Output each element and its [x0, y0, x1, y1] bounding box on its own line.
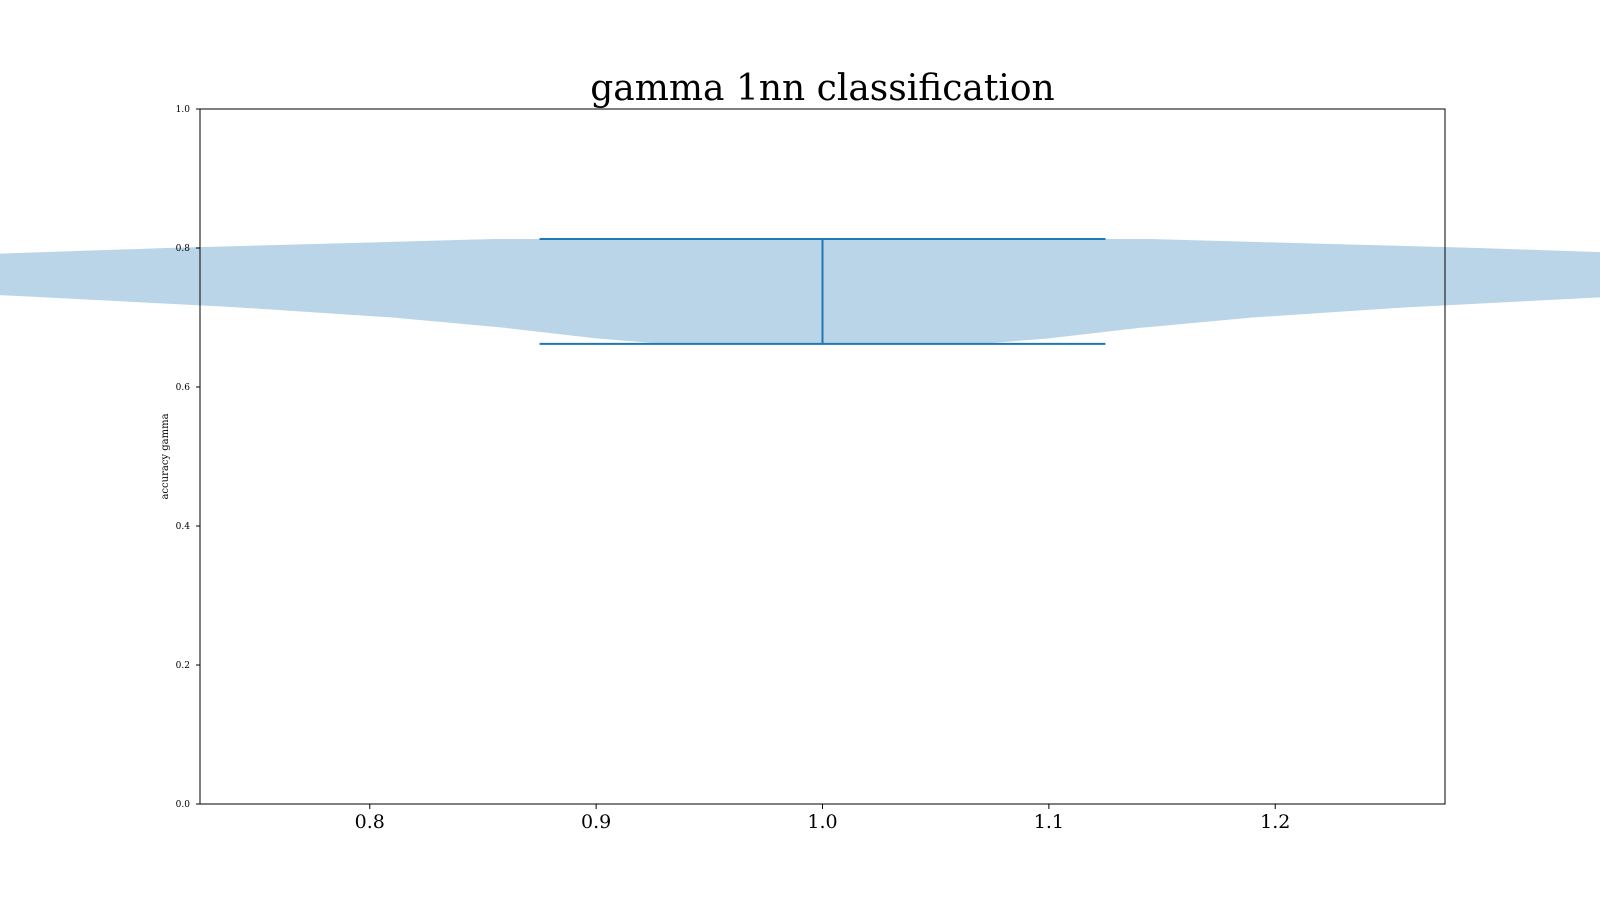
y-tick-label: 0.6 [176, 383, 191, 393]
y-tick-label: 1.0 [176, 105, 191, 115]
y-tick-label: 0.8 [176, 244, 191, 254]
plot-area [0, 237, 1600, 345]
y-tick-label: 0.0 [176, 800, 191, 810]
chart-title: gamma 1nn classification [590, 68, 1054, 109]
y-tick-label: 0.2 [176, 661, 190, 671]
axes-frame [199, 108, 1446, 805]
x-tick-label: 0.8 [355, 811, 385, 833]
y-axis: 0.0 0.2 0.4 0.6 0.8 1.0 [176, 105, 200, 810]
y-axis-label: accuracy gamma [160, 413, 171, 499]
x-tick-label: 0.9 [581, 811, 611, 833]
x-tick-label: 1.0 [807, 811, 837, 833]
x-axis: 0.8 0.9 1.0 1.1 1.2 [355, 804, 1290, 833]
x-tick-label: 1.1 [1034, 811, 1064, 833]
violin-body [0, 238, 1600, 344]
x-tick-label: 1.2 [1260, 811, 1290, 833]
y-tick-label: 0.4 [176, 522, 191, 532]
